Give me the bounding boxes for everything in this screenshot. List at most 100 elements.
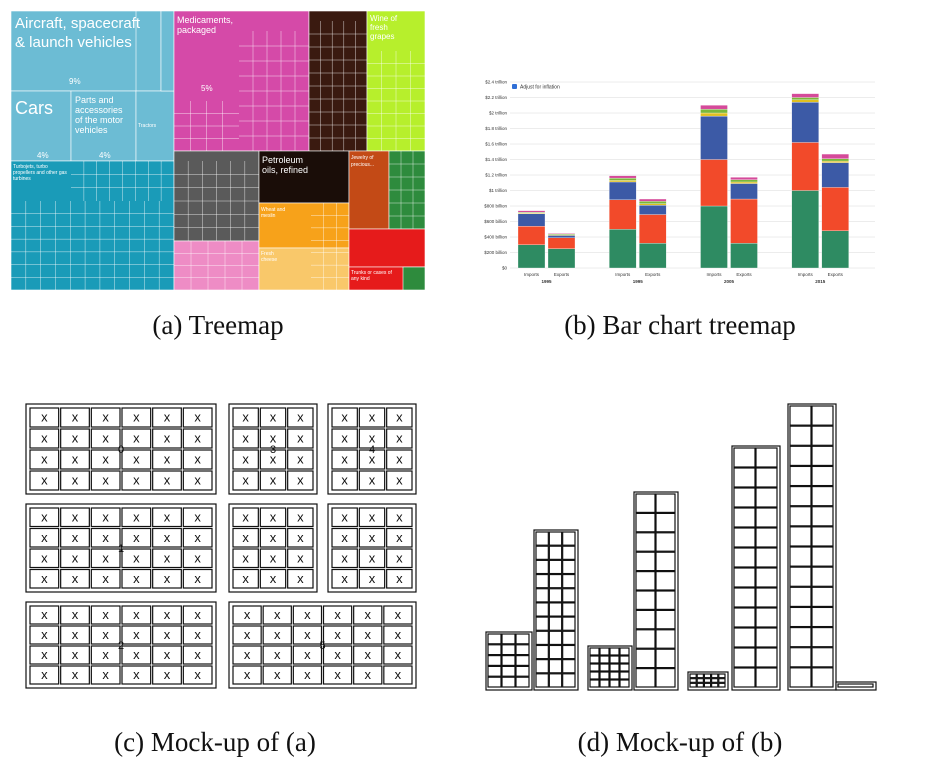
mock-c-cell	[386, 407, 413, 428]
mock-d-cell	[501, 633, 516, 645]
tm-label-cars-pct: 4%	[37, 151, 49, 160]
mock-c-cell	[182, 507, 213, 528]
mock-d-cell	[635, 609, 656, 630]
mock-c-x: x	[334, 607, 341, 622]
mock-d-cell	[562, 630, 576, 646]
mock-c-cell	[358, 449, 386, 470]
mock-d-cell	[696, 682, 704, 688]
mock-c-number: 2	[118, 640, 124, 652]
mock-c-x: x	[242, 571, 249, 586]
mock-c-x: x	[72, 530, 79, 545]
mock-c-x: x	[242, 550, 249, 565]
bc-bar-segment	[639, 214, 667, 244]
mock-c-cell	[182, 605, 213, 625]
mock-d-cell	[811, 566, 834, 587]
mock-c-cell	[60, 407, 90, 428]
mock-d-cell	[535, 616, 549, 631]
mock-c-x: x	[41, 627, 48, 642]
bc-bar-segment	[791, 190, 819, 269]
mock-c-x: x	[194, 607, 201, 622]
mock-c-cell	[182, 527, 213, 548]
bc-bar-segment	[609, 181, 637, 200]
mock-c-x: x	[194, 550, 201, 565]
mock-d-cell	[548, 588, 563, 603]
mock-d-cell	[589, 663, 600, 672]
caption-d: (d) Mock-up of (b)	[577, 727, 783, 757]
mock-c-x: x	[242, 473, 249, 488]
tm-petroleum-block	[258, 150, 350, 204]
mock-d-cell	[535, 588, 549, 603]
mock-c-cell	[232, 470, 259, 491]
mock-c-x: x	[297, 530, 304, 545]
mock-d-cell	[501, 676, 516, 688]
bc-bar-segment	[791, 99, 819, 103]
bc-y-tick: $600 billion	[484, 219, 507, 224]
tm-label-wheat-2: meslin	[261, 213, 276, 219]
mock-d-cell	[562, 616, 576, 631]
mock-d-cell	[619, 655, 630, 664]
mockup-b-panel	[484, 400, 884, 695]
bc-y-tick: $1.8 trillion	[485, 126, 507, 131]
mock-c-x: x	[164, 667, 171, 682]
mock-d-cell	[755, 667, 778, 688]
bc-group-label: 1995	[541, 279, 552, 284]
mock-c-cell	[386, 449, 413, 470]
mock-d-cell	[733, 507, 756, 528]
mock-d-cell	[733, 607, 756, 628]
tm-label-trunks-1: Trunks or cases of	[351, 270, 393, 276]
mock-c-cell	[287, 449, 314, 470]
mock-c-number: 3	[270, 444, 276, 456]
mock-c-x: x	[396, 431, 403, 446]
mock-c-cell	[182, 470, 213, 491]
caption-a: (a) Treemap	[152, 310, 284, 340]
mock-c-cell	[386, 548, 413, 569]
mock-c-cell	[90, 470, 121, 491]
mockup-a-figure: x x x x x xx x x x x xx x x x x xx x x x x x0x x xx x xx x xx x x3x x…	[25, 403, 417, 689]
mock-c-cell	[60, 568, 90, 589]
mock-c-x: x	[102, 571, 109, 586]
mock-d-cell	[789, 465, 812, 487]
mock-d-cell	[562, 531, 576, 546]
mock-d-cell	[619, 647, 630, 656]
mock-c-cell	[29, 645, 60, 665]
mock-c-x: x	[297, 452, 304, 467]
mock-d-cell	[755, 507, 778, 528]
mock-c-cell	[90, 645, 121, 665]
mock-d-cell	[589, 647, 600, 656]
tm-label-medicaments-2: packaged	[177, 25, 216, 35]
mock-c-cell	[232, 407, 259, 428]
mock-c-cell	[232, 568, 259, 589]
mock-c-cell	[121, 407, 152, 428]
mock-d-cell	[733, 487, 756, 508]
mock-d-cell	[711, 682, 719, 688]
mock-c-x: x	[72, 607, 79, 622]
mock-d-cell	[696, 673, 704, 679]
tm-label-turbojets-1: Turbojets, turbo	[13, 164, 48, 170]
mock-c-cell	[121, 527, 152, 548]
legend-checkbox[interactable]	[512, 84, 517, 89]
mock-c-number: 0	[118, 444, 124, 456]
mock-c-cell	[287, 548, 314, 569]
mock-c-x: x	[164, 509, 171, 524]
mock-d-cell	[515, 644, 530, 656]
mock-c-cell	[182, 407, 213, 428]
mock-c-cell	[182, 548, 213, 569]
bc-bar-segment	[639, 203, 667, 206]
mock-c-cell	[152, 527, 182, 548]
mock-d-cell	[535, 573, 549, 589]
mock-c-x: x	[244, 667, 251, 682]
mock-c-cell	[232, 428, 259, 449]
mock-c-x: x	[274, 627, 281, 642]
tm-label-aircraft-1: Aircraft, spacecraft	[15, 15, 141, 32]
bc-group-label: 1995	[633, 279, 644, 284]
mock-d-cell	[562, 573, 576, 589]
mock-d-cell	[635, 668, 656, 688]
tm-lb-small	[160, 10, 175, 92]
mock-c-cell	[60, 605, 90, 625]
mock-d-cell	[789, 647, 812, 668]
mock-c-x: x	[369, 530, 376, 545]
mock-c-cell	[90, 407, 121, 428]
mock-c-x: x	[41, 509, 48, 524]
mock-c-cell	[232, 548, 259, 569]
